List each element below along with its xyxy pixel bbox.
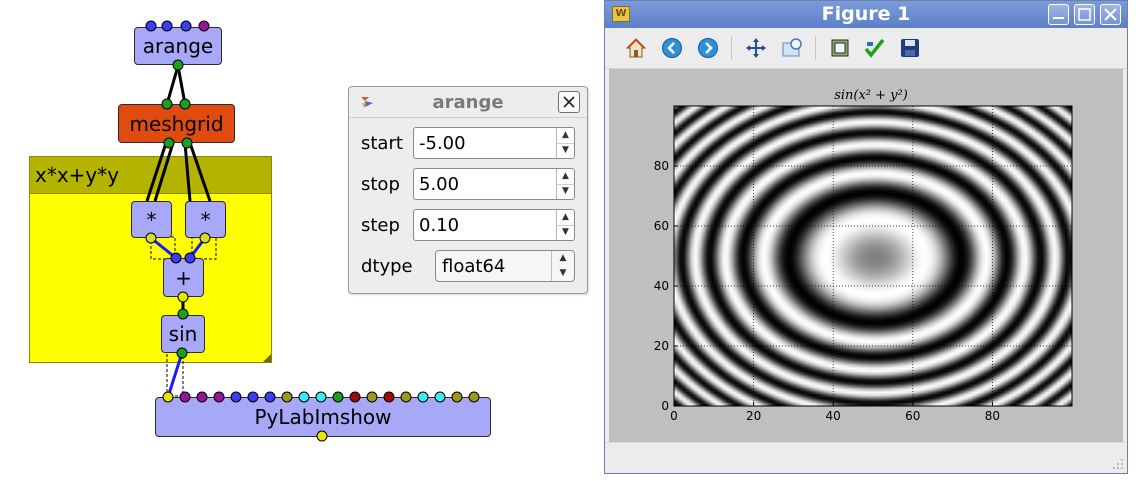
status-bar [605, 442, 1127, 473]
node-sin-label: sin [168, 322, 198, 346]
minimize-icon [1053, 17, 1064, 19]
chevron-updown-icon[interactable]: ▲ ▼ [551, 251, 574, 281]
size-grip-icon[interactable] [1112, 458, 1124, 470]
toolbar-separator [731, 36, 732, 60]
step-spinbox[interactable]: ▲ ▼ [413, 209, 575, 241]
minimize-button[interactable] [1048, 4, 1069, 25]
node-multiply-y[interactable]: * [185, 201, 226, 238]
maximize-button[interactable] [1074, 4, 1095, 25]
save-icon[interactable] [899, 37, 921, 59]
node-multiply-x[interactable]: * [131, 201, 172, 238]
zoom-icon[interactable] [781, 37, 803, 59]
y-tick-label: 0 [661, 399, 669, 413]
dialog-close-button[interactable] [558, 91, 580, 113]
figure-title: Figure 1 [821, 3, 911, 25]
heatmap-raster [674, 106, 1072, 406]
chart-title: sin(x² + y²) [834, 88, 908, 103]
node-pylabimshow-label: PyLabImshow [254, 405, 392, 429]
y-tick-label: 20 [654, 339, 669, 353]
arange-dialog[interactable]: arange start ▲ ▼ stop ▲ ▼ step [348, 86, 588, 294]
node-multiply-x-label: * [146, 207, 157, 232]
dtype-value: float64 [442, 256, 506, 277]
dtype-select[interactable]: float64 ▲ ▼ [435, 250, 575, 282]
toolbar-separator [815, 36, 816, 60]
figure-window[interactable]: W Figure 1 [604, 0, 1128, 474]
forward-icon[interactable] [697, 37, 719, 59]
edit-icon[interactable] [863, 37, 885, 59]
x-axis: 0 20 40 60 80 [670, 402, 1000, 423]
x-tick-label: 60 [905, 409, 920, 423]
spin-down-icon[interactable]: ▼ [562, 227, 569, 237]
close-icon [563, 96, 575, 108]
x-tick-label: 20 [746, 409, 761, 423]
app-logo-icon [361, 97, 373, 108]
plot-canvas[interactable]: sin(x² + y²) 0 20 40 60 80 0 20 40 60 80 [609, 69, 1123, 443]
start-spin-buttons: ▲ ▼ [556, 128, 574, 158]
spin-up-icon[interactable]: ▲ [557, 169, 574, 185]
group-resize-handle[interactable] [263, 354, 271, 362]
y-tick-label: 40 [654, 279, 669, 293]
grid-lines [674, 106, 1072, 406]
start-spinbox[interactable]: ▲ ▼ [413, 127, 575, 159]
step-field[interactable] [414, 210, 554, 240]
step-spin-buttons: ▲ ▼ [556, 210, 574, 240]
x-tick-label: 80 [985, 409, 1000, 423]
node-arange-label: arange [142, 34, 214, 58]
app-icon: W [612, 6, 630, 22]
heatmap-chart[interactable]: sin(x² + y²) 0 20 40 60 80 0 20 40 60 80 [609, 69, 1123, 443]
x-tick-label: 40 [826, 409, 841, 423]
node-arange[interactable]: arange [134, 27, 222, 65]
stop-row: stop ▲ ▼ [349, 168, 587, 202]
node-meshgrid[interactable]: meshgrid [118, 104, 235, 143]
dialog-title: arange [432, 92, 504, 113]
dialog-titlebar[interactable]: arange [349, 87, 587, 118]
dtype-row: dtype float64 ▲ ▼ [349, 250, 587, 284]
plot-frame [673, 105, 1073, 407]
y-tick-label: 60 [654, 219, 669, 233]
start-label: start [361, 133, 403, 154]
node-add-label: + [175, 265, 192, 290]
spin-up-icon[interactable]: ▲ [557, 128, 574, 144]
node-meshgrid-label: meshgrid [129, 111, 224, 136]
stop-spin-buttons: ▲ ▼ [556, 169, 574, 199]
edges-black [145, 65, 212, 202]
heatmap-image [674, 106, 1072, 406]
stop-spinbox[interactable]: ▲ ▼ [413, 168, 575, 200]
dtype-label: dtype [361, 256, 413, 277]
y-axis: 0 20 40 60 80 [654, 159, 678, 413]
maximize-icon [1078, 8, 1091, 21]
spin-up-icon[interactable]: ▲ [557, 210, 574, 226]
spin-down-icon[interactable]: ▼ [562, 145, 569, 155]
back-icon[interactable] [661, 37, 683, 59]
pan-icon[interactable] [745, 37, 767, 59]
spin-down-icon[interactable]: ▼ [562, 186, 569, 196]
step-row: step ▲ ▼ [349, 209, 587, 243]
close-icon [1104, 8, 1117, 21]
step-label: step [361, 215, 400, 236]
node-add[interactable]: + [163, 258, 204, 297]
figure-titlebar[interactable]: W Figure 1 [605, 1, 1127, 28]
home-icon[interactable] [625, 37, 647, 59]
start-row: start ▲ ▼ [349, 127, 587, 161]
y-tick-label: 80 [654, 159, 669, 173]
start-field[interactable] [414, 128, 554, 158]
figure-toolbar [605, 28, 1127, 69]
node-multiply-y-label: * [200, 207, 211, 232]
node-pylabimshow[interactable]: PyLabImshow [155, 397, 491, 437]
stop-label: stop [361, 174, 400, 195]
x-tick-label: 0 [670, 409, 678, 423]
subplots-icon[interactable] [829, 37, 851, 59]
close-button[interactable] [1100, 4, 1121, 25]
node-sin[interactable]: sin [161, 315, 205, 353]
stop-field[interactable] [414, 169, 554, 199]
